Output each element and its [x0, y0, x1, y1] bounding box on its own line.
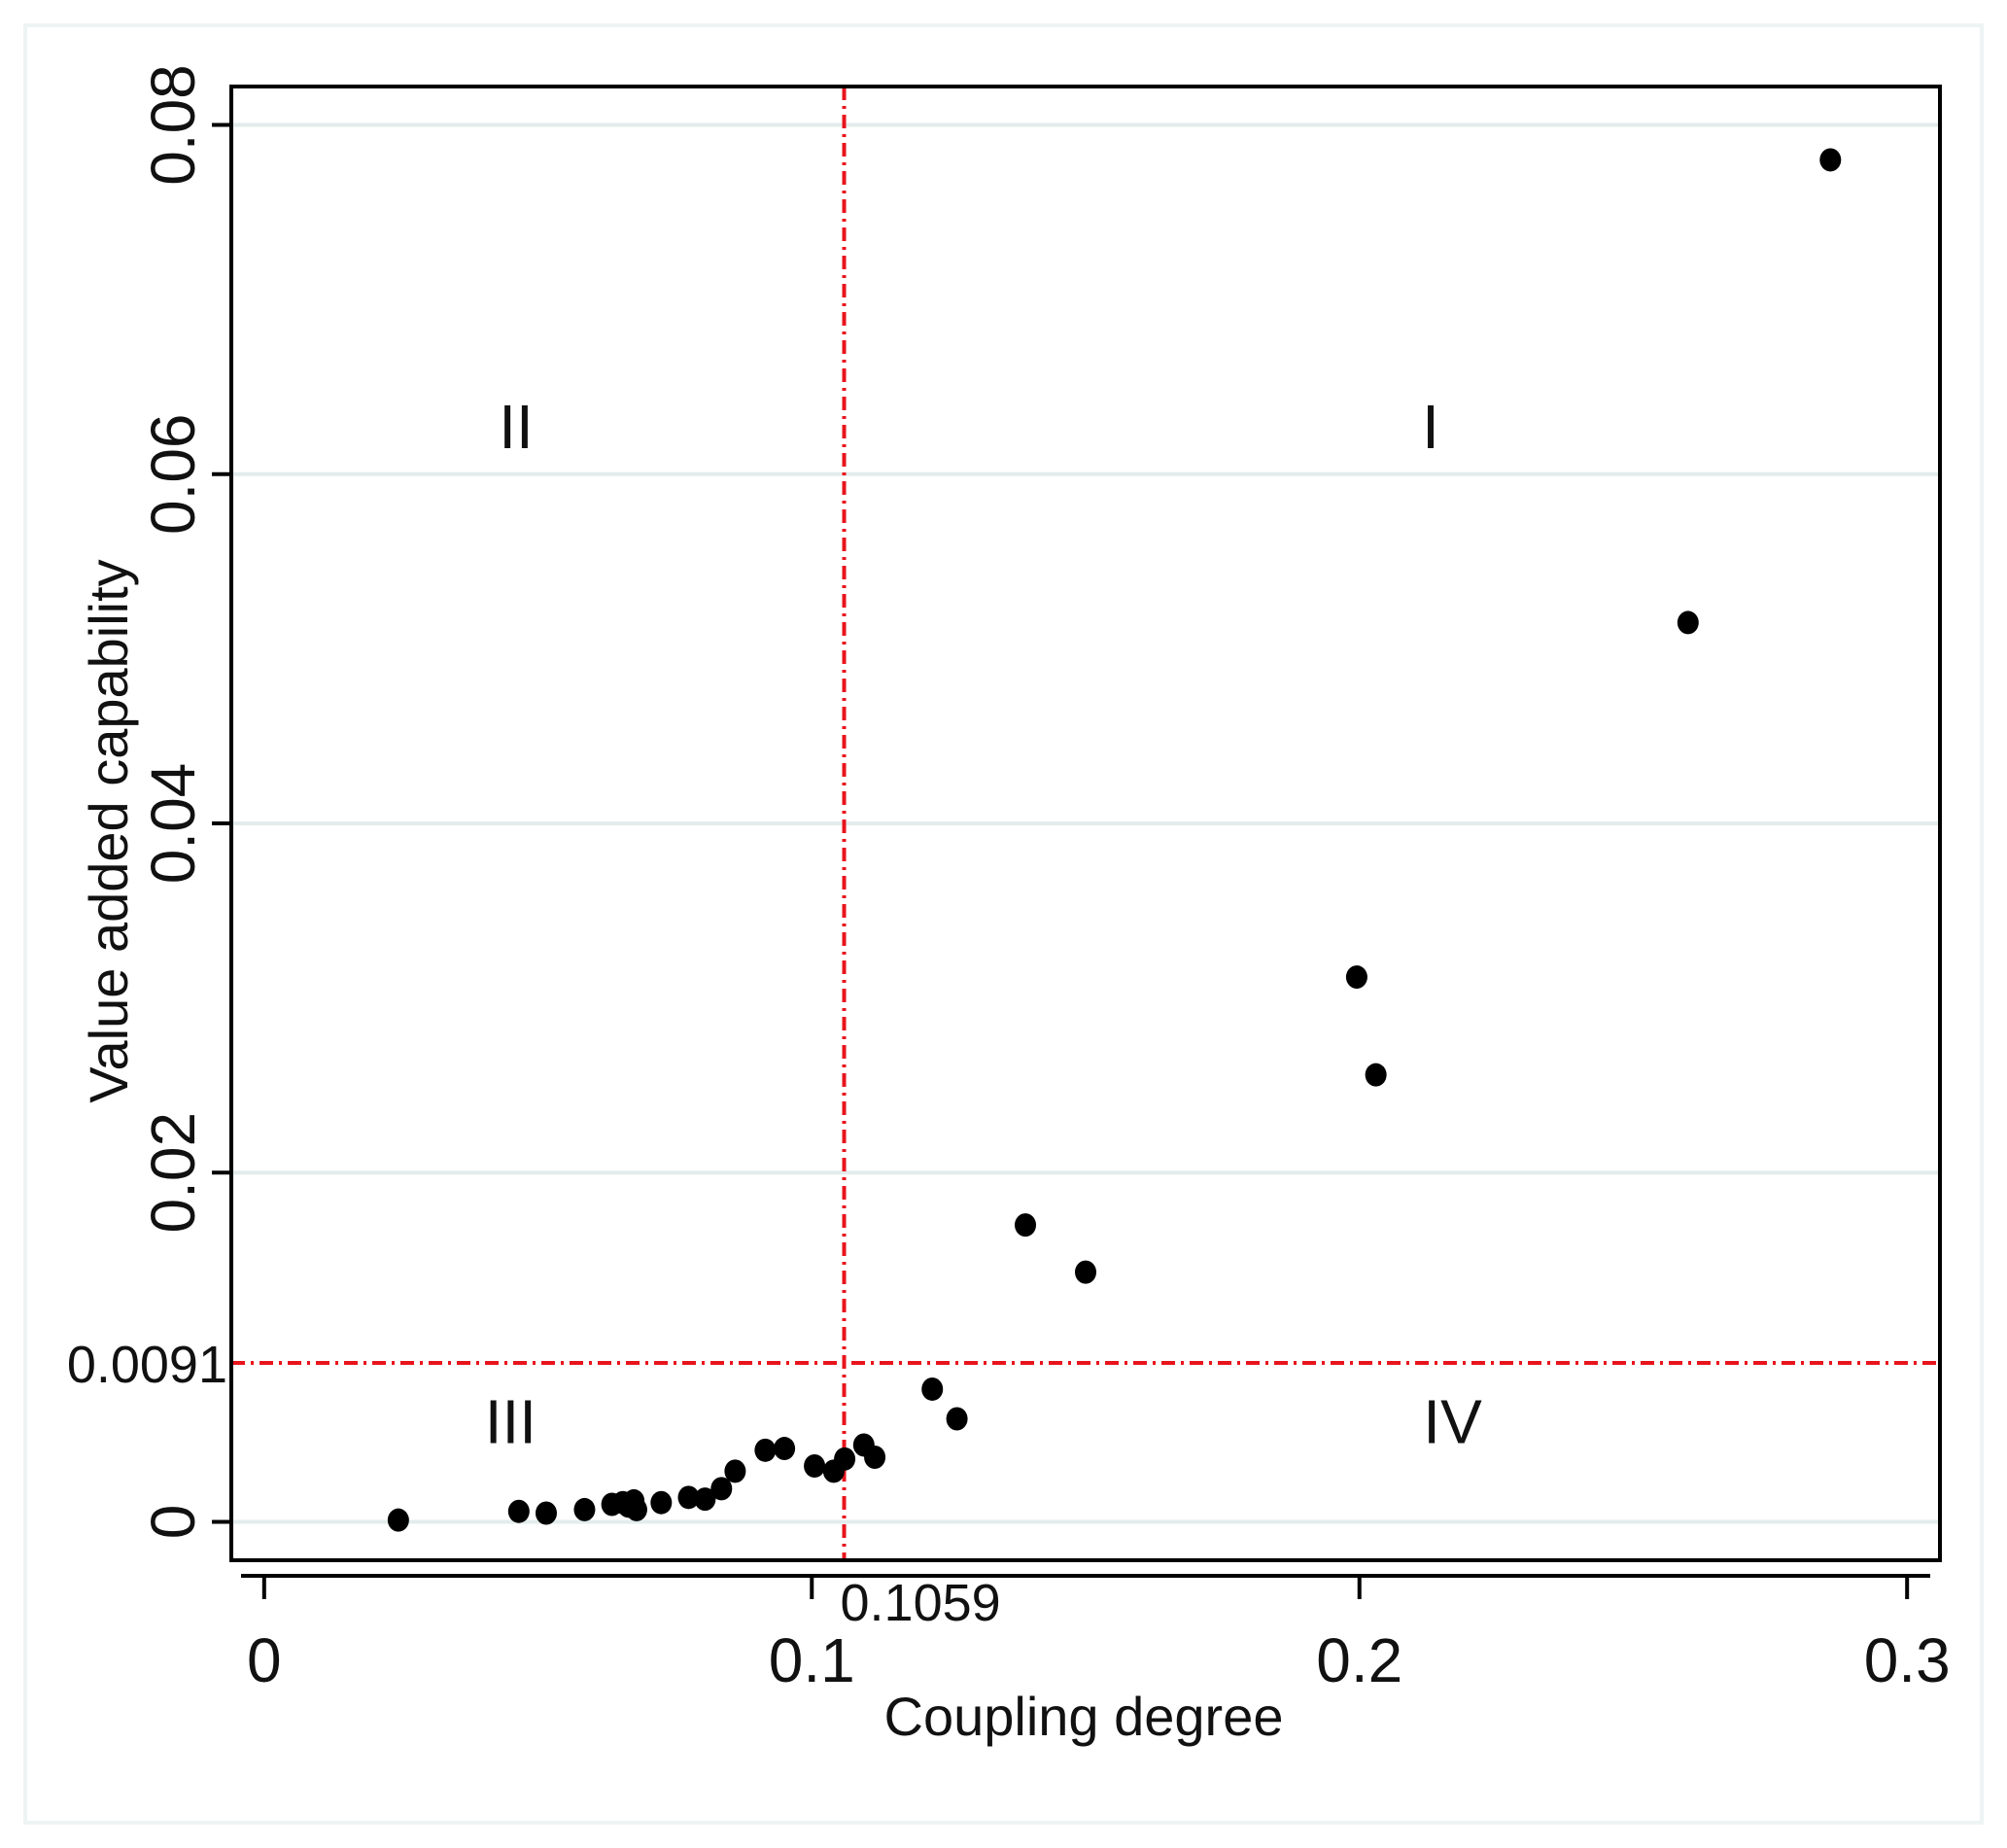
data-point-27 — [1677, 610, 1699, 635]
chart-labels: Coupling degree Value added capability 0… — [67, 392, 1482, 1747]
x-tick-label-1: 0.1 — [769, 1625, 855, 1695]
y-tick-label-2: 0.04 — [138, 763, 208, 885]
data-point-25 — [1345, 965, 1367, 990]
axes: 0 0.1 0.2 0.3 0 0.02 0.04 0.06 0.08 — [138, 64, 1951, 1695]
data-point-18 — [834, 1447, 856, 1471]
data-point-3 — [573, 1497, 596, 1521]
data-point-11 — [694, 1487, 716, 1512]
quadrant-label-2: III — [485, 1387, 536, 1457]
x-tick-label-3: 0.3 — [1864, 1625, 1951, 1695]
data-point-16 — [804, 1454, 826, 1479]
data-point-10 — [677, 1485, 700, 1510]
data-point-12 — [710, 1477, 733, 1501]
y-tick-label-3: 0.06 — [138, 413, 208, 535]
data-point-2 — [535, 1501, 557, 1525]
data-point-20 — [864, 1446, 886, 1470]
y-tick-label-1: 0.02 — [138, 1112, 208, 1234]
data-point-1 — [507, 1499, 530, 1523]
quadrant-label-0: II — [499, 392, 534, 462]
data-point-28 — [1819, 148, 1842, 172]
data-point-0 — [387, 1508, 409, 1532]
data-point-9 — [650, 1490, 673, 1515]
data-point-22 — [946, 1407, 968, 1431]
quadrant-label-1: I — [1422, 392, 1439, 462]
x-reference-label: 0.1059 — [841, 1574, 1001, 1632]
y-axis-title: Value added capability — [78, 559, 139, 1102]
y-tick-label-0: 0 — [138, 1505, 208, 1540]
data-point-24 — [1075, 1260, 1096, 1284]
gridlines — [231, 122, 1940, 1524]
data-point-13 — [724, 1459, 746, 1483]
data-point-8 — [625, 1497, 647, 1521]
data-point-15 — [774, 1437, 796, 1461]
x-axis-title: Coupling degree — [884, 1686, 1284, 1747]
data-point-14 — [754, 1438, 777, 1462]
data-points — [387, 148, 1842, 1532]
figure-frame — [23, 23, 1984, 1825]
data-point-26 — [1365, 1063, 1387, 1087]
data-point-21 — [921, 1377, 944, 1401]
reference-lines — [231, 87, 1940, 1560]
x-tick-label-2: 0.2 — [1316, 1625, 1402, 1695]
x-tick-label-0: 0 — [247, 1625, 282, 1695]
data-point-23 — [1015, 1213, 1037, 1238]
y-tick-label-4: 0.08 — [138, 64, 208, 186]
y-reference-label: 0.0091 — [67, 1336, 227, 1394]
quadrant-label-3: IV — [1423, 1387, 1482, 1457]
